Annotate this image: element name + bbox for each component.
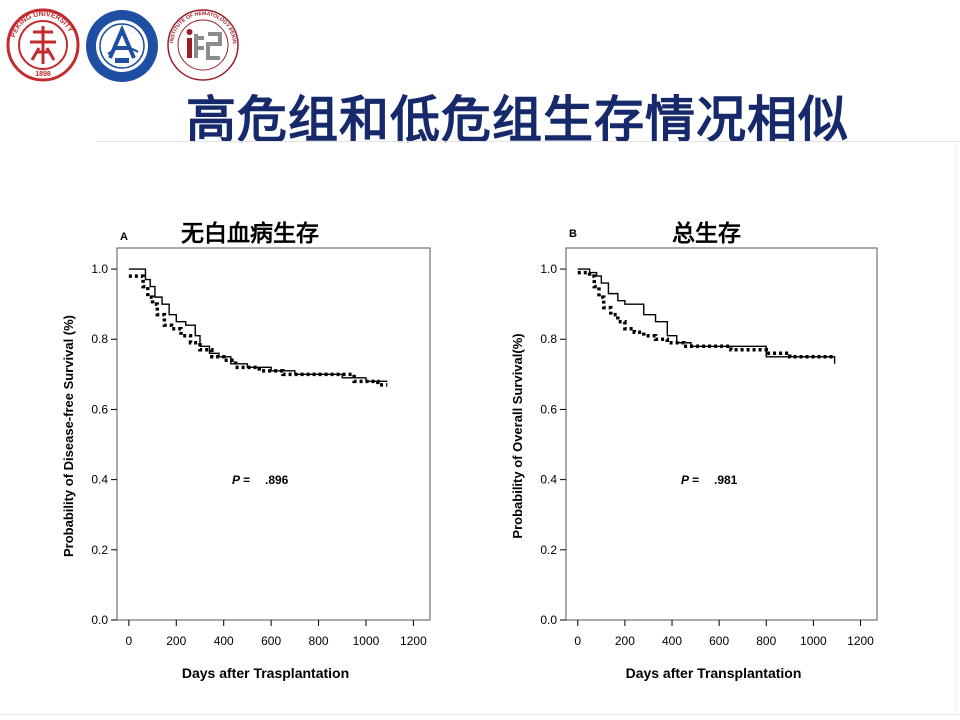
chart-b-x-tick-label: 400 [662,634,682,648]
chart-b-title: 总生存 [672,221,741,247]
chart-b-plot-frame [565,247,878,621]
chart-a-y-tick-label: 0.6 [91,402,108,416]
chart-a-series-dotted-line [128,274,388,387]
peking-university-logo-icon: PEKING UNIVERSITY 1898 [6,8,80,82]
slide-title: 高危组和低危组生存情况相似 [186,91,849,149]
chart-a-y-tick-label: 1.0 [91,262,108,276]
chart-a-x-tick-label: 1000 [353,634,380,648]
right-border-line [955,142,956,714]
chart-b-x-tick-label: 200 [615,634,635,648]
chart-a-x-tick-label: 400 [214,634,234,648]
chart-b-p-label: P = [681,473,699,487]
chart-a-y-tick-label: 0.4 [91,473,108,487]
chart-b-y-tick-label: 0.2 [540,543,557,557]
chart-b-y-tick-label: 0.8 [540,332,557,346]
chart-a-x-tick-label: 1200 [400,634,427,648]
chart-a-x-tick-label: 600 [261,634,281,648]
chart-b-y-axis-label: Probability of Overall Survival(%) [510,333,525,538]
chart-a-p-value: .896 [265,473,289,487]
chart-b-p-value: .981 [714,473,738,487]
chart-b-y-tick-label: 0.0 [540,613,557,627]
chart-a-panel-label: A [120,231,128,243]
chart-b-x-tick-label: 1000 [800,634,827,648]
chart-a-x-tick-label: 200 [166,634,186,648]
chart-b-series-solid-line [577,268,836,364]
chart-b-panel-label: B [569,228,577,240]
chart-b-series-dotted-line [577,270,835,359]
chart-b-y-tick-label: 0.4 [540,473,557,487]
institute-of-hematology-logo-icon: INSTITUTE OF HEMATOLOGY PEKING UNIVERSIT… [166,8,239,81]
chart-a-y-tick-label: 0.0 [91,613,108,627]
chart-a-x-tick-label: 0 [126,634,133,648]
chart-a-p-label: P = [232,473,250,487]
bottom-border-line [0,714,960,715]
svg-text:1898: 1898 [35,71,51,78]
hospital-seal-icon [86,10,158,82]
chart-b-x-tick-label: 1200 [847,634,874,648]
chart-b-x-tick-label: 600 [709,634,729,648]
chart-a-series-solid-line [128,268,388,383]
title-divider [96,141,960,142]
chart-a-y-tick-label: 0.2 [91,543,108,557]
chart-b-x-axis-label: Days after Transplantation [626,665,802,681]
chart-a-plot-frame [116,247,431,621]
chart-b-y-tick-label: 1.0 [540,262,557,276]
chart-a-x-tick-label: 800 [309,634,329,648]
chart-a-y-tick-label: 0.8 [91,332,108,346]
chart-b-y-tick-label: 0.6 [540,402,557,416]
chart-a-x-axis-label: Days after Trasplantation [182,665,349,681]
chart-b-x-tick-label: 0 [574,634,581,648]
chart-a-y-axis-label: Probability of Disease-free Survival (%) [61,315,76,557]
chart-a-title: 无白血病生存 [181,221,319,247]
chart-b-x-tick-label: 800 [756,634,776,648]
